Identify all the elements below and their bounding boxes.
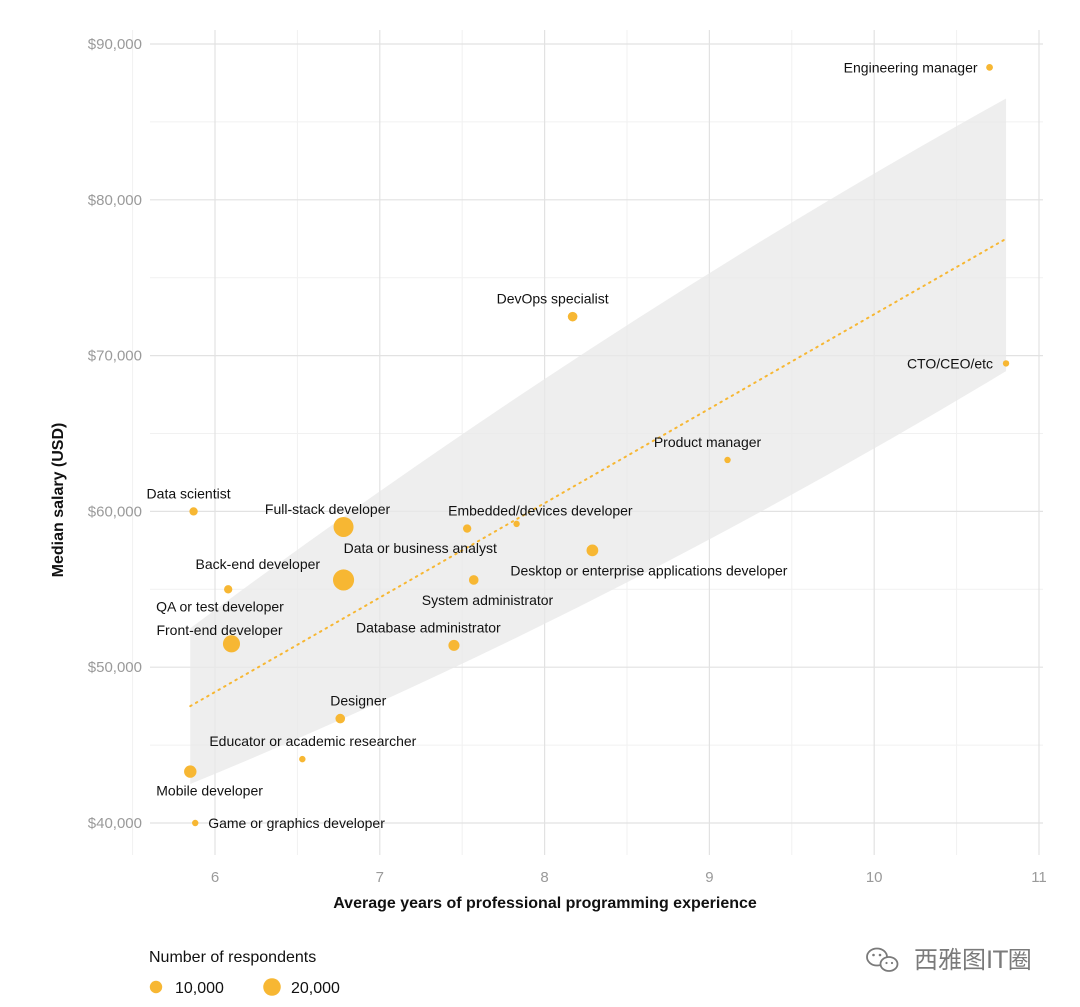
- point-label: Mobile developer: [156, 783, 263, 799]
- data-point: [586, 544, 599, 557]
- y-tick-labels: $40,000 $50,000 $60,000 $70,000 $80,000 $90,0…: [88, 36, 142, 832]
- point-label: System administrator: [422, 592, 554, 608]
- data-point: [462, 524, 472, 533]
- trend-line: [189, 237, 1008, 708]
- data-point: [333, 516, 354, 537]
- data-point: [335, 713, 346, 724]
- data-point: [332, 569, 355, 591]
- point-label: CTO/CEO/etc: [907, 355, 993, 371]
- data-point: [986, 63, 993, 71]
- y-tick-label: $60,000: [88, 503, 142, 520]
- data-point: [513, 520, 520, 528]
- point-label: Back-end developer: [196, 556, 321, 572]
- legend-label: 20,000: [291, 980, 340, 997]
- data-point: [224, 585, 233, 594]
- x-tick-label: 6: [211, 869, 219, 886]
- data-point: [468, 575, 479, 585]
- data-point: [184, 765, 197, 778]
- point-label: Embedded/devices developer: [448, 503, 633, 519]
- legend-items: 10,000 20,000: [149, 978, 340, 997]
- data-point: [222, 635, 241, 653]
- point-label: QA or test developer: [156, 598, 284, 614]
- point-label: Desktop or enterprise applications devel…: [510, 562, 787, 578]
- point-label: Product manager: [654, 434, 762, 450]
- confidence-band: [190, 98, 1007, 785]
- data-point: [192, 819, 199, 827]
- point-label: Full-stack developer: [265, 501, 391, 517]
- x-tick-label: 10: [866, 869, 883, 886]
- point-label: Designer: [330, 693, 386, 709]
- point-label: Front-end developer: [156, 622, 282, 638]
- point-labels-layer: Engineering manager DevOps specialist CTO/…: [147, 59, 993, 831]
- y-axis-title: Median salary (USD): [50, 423, 67, 578]
- point-label: Engineering manager: [844, 59, 978, 75]
- data-point: [724, 456, 731, 464]
- x-tick-label: 11: [1031, 869, 1047, 886]
- data-point: [1002, 360, 1010, 367]
- data-point: [189, 507, 198, 516]
- x-axis-title: Average years of professional programmin…: [333, 895, 757, 912]
- point-label: Data scientist: [147, 485, 231, 501]
- trend-line-layer: [189, 237, 1008, 708]
- y-tick-label: $40,000: [88, 815, 142, 832]
- point-label: Educator or academic researcher: [209, 733, 416, 749]
- wechat-icon: [866, 947, 899, 972]
- watermark-text: 西雅图IT圈: [914, 946, 1032, 974]
- y-tick-label: $70,000: [88, 348, 142, 365]
- data-point: [299, 755, 306, 763]
- legend-label: 10,000: [175, 980, 224, 997]
- confidence-band-layer: [190, 98, 1007, 785]
- data-point: [448, 639, 460, 651]
- legend-title: Number of respondents: [149, 949, 316, 966]
- point-label: DevOps specialist: [497, 291, 609, 307]
- legend-swatch: [149, 980, 163, 994]
- x-tick-labels: 6 7 8 9 10 11: [211, 869, 1047, 886]
- y-tick-label: $80,000: [88, 192, 142, 209]
- legend-swatch: [263, 978, 281, 996]
- watermark: 西雅图IT圈: [866, 946, 1032, 974]
- x-tick-label: 7: [376, 869, 384, 886]
- legend: Number of respondents 10,000 20,000: [149, 949, 340, 997]
- y-tick-label: $90,000: [88, 36, 142, 53]
- point-label: Data or business analyst: [344, 540, 497, 556]
- point-label: Game or graphics developer: [208, 815, 385, 831]
- y-tick-label: $50,000: [88, 659, 142, 676]
- point-label: Database administrator: [356, 619, 501, 635]
- x-tick-label: 8: [540, 869, 548, 886]
- x-tick-label: 9: [705, 869, 713, 886]
- data-point: [567, 311, 578, 322]
- points-layer: [184, 63, 1010, 827]
